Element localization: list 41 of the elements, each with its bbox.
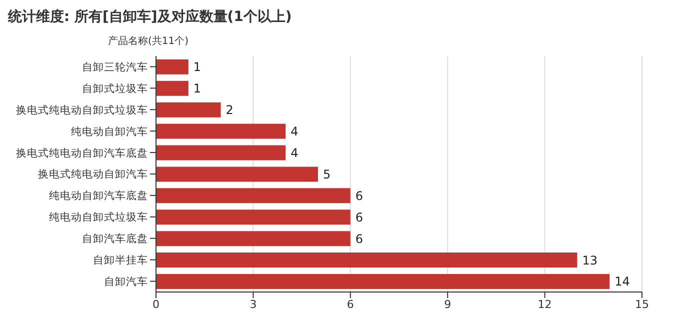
data-label: 2 xyxy=(226,103,234,118)
y-tick-label: 纯电动自卸汽车 xyxy=(71,124,148,138)
x-tick-label: 12 xyxy=(538,298,552,311)
data-label: 4 xyxy=(290,146,298,160)
bar xyxy=(156,188,350,204)
data-label: 4 xyxy=(290,124,298,139)
data-label: 14 xyxy=(614,274,630,289)
y-tick-label: 自卸三轮汽车 xyxy=(82,60,148,74)
x-tick-label: 15 xyxy=(635,298,649,311)
bar xyxy=(156,252,578,268)
data-label: 1 xyxy=(193,82,202,96)
y-tick-label: 自卸半挂车 xyxy=(93,254,148,267)
x-tick-label: 6 xyxy=(346,298,354,311)
y-tick-label: 换电式纯电动自卸式垃圾车 xyxy=(16,103,148,116)
bar xyxy=(156,124,286,139)
x-tick-label: 3 xyxy=(250,298,257,311)
x-tick-label: 9 xyxy=(444,298,452,311)
bar xyxy=(156,145,286,160)
bar xyxy=(156,166,318,182)
bar xyxy=(156,59,188,74)
bar xyxy=(156,80,188,96)
bar xyxy=(156,231,350,246)
data-label: 6 xyxy=(355,188,364,203)
y-tick-label: 换电式纯电动自卸汽车底盘 xyxy=(16,146,148,160)
data-label: 5 xyxy=(323,167,331,182)
data-label: 1 xyxy=(193,60,202,74)
bar xyxy=(156,102,221,118)
data-label: 6 xyxy=(355,232,364,246)
bar xyxy=(156,274,610,289)
y-tick-label: 纯电动自卸式垃圾车 xyxy=(49,210,148,224)
x-tick-label: 0 xyxy=(152,298,160,311)
bar xyxy=(156,210,350,225)
chart-title: 统计维度: 所有[自卸车]及对应数量(1个以上) xyxy=(8,8,293,27)
y-tick-label: 自卸式垃圾车 xyxy=(82,82,148,95)
y-axis-title: 产品名称(共11个) xyxy=(108,34,190,49)
y-tick-label: 纯电动自卸汽车底盘 xyxy=(49,189,148,202)
y-tick-label: 自卸汽车底盘 xyxy=(82,232,148,246)
data-label: 13 xyxy=(582,253,598,268)
y-tick-label: 自卸汽车 xyxy=(104,275,148,288)
data-label: 6 xyxy=(355,210,364,224)
y-tick-label: 换电式纯电动自卸汽车 xyxy=(38,168,148,181)
